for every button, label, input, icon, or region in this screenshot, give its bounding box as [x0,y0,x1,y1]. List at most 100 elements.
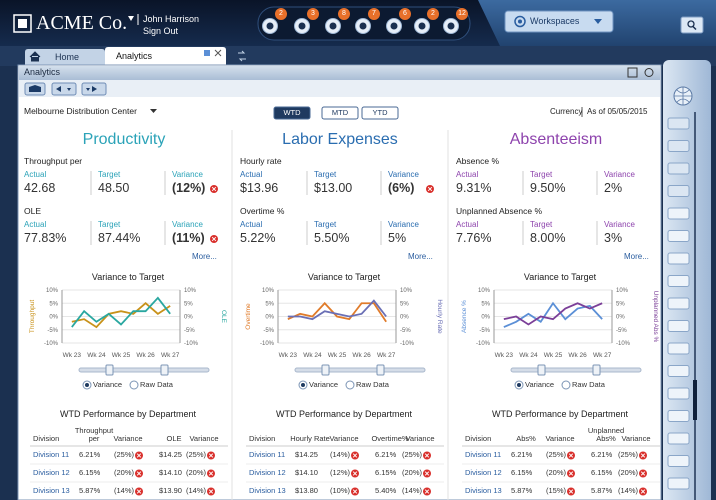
more-link[interactable]: More... [624,252,649,261]
division-link[interactable]: Division 12 [249,468,286,477]
slider-thumb[interactable] [160,364,169,376]
division-link[interactable]: Division 12 [33,468,70,477]
series-line [503,302,603,326]
panel-settings[interactable] [644,68,654,77]
tab-label[interactable]: Analytics [116,51,153,61]
period-button[interactable] [273,106,311,120]
table-cell: (15%) [546,486,567,495]
radio[interactable] [561,380,571,390]
period-button[interactable] [361,106,399,120]
table-header: Variance [545,434,575,444]
tab-close[interactable] [214,49,222,57]
toolbar-icon [266,22,274,30]
metric-value: $13.96 [240,181,279,195]
sidebar-button[interactable] [667,207,690,220]
toolbar-icon [29,85,97,92]
sidebar-button[interactable] [667,320,690,332]
x-tick-label: Wk 27 [161,352,180,359]
table-header: Overtime% [371,434,409,444]
division-link[interactable]: Division 13 [33,486,70,495]
toolbar [19,80,660,97]
x-tick-label: Wk 27 [377,352,396,359]
sidebar-button[interactable] [667,477,690,490]
sidebar-button[interactable] [667,162,690,175]
slider-thumb[interactable] [376,364,385,376]
sidebar-button[interactable] [667,387,690,400]
period-label[interactable]: WTD [283,108,301,117]
division-link[interactable]: Division 11 [249,450,286,459]
sidebar-button[interactable] [667,410,690,422]
sidebar-button[interactable] [667,342,690,355]
division-link[interactable]: Division 13 [465,486,502,495]
period-label[interactable]: MTD [331,108,349,117]
currency[interactable]: Currency [550,107,583,116]
period-button[interactable] [321,106,359,120]
table-header: Variance [621,434,651,444]
swap-icon[interactable] [238,50,246,62]
radio[interactable] [345,380,355,390]
tab-label[interactable]: Home [55,52,80,62]
alert-icon [640,489,646,494]
table-cell: (12%) [330,468,351,477]
toolbar-button[interactable] [51,82,77,96]
radio-label[interactable]: Variance [525,380,555,389]
range-slider[interactable] [78,367,210,373]
division-link[interactable]: Division 11 [465,450,502,459]
series-line [287,299,387,321]
sidebar-button[interactable] [667,252,690,265]
home-tab[interactable] [25,49,105,66]
table-cell: (25%) [114,450,135,459]
division-link[interactable]: Division 12 [465,468,502,477]
slider-thumb[interactable] [321,364,330,376]
user-menu-arrow[interactable] [128,16,134,21]
table-cell: (25%) [186,450,207,459]
metric-value: 42.68 [24,181,56,195]
table-cell: 5.87% [591,486,613,495]
toolbar-icon [298,22,306,30]
search-button[interactable] [680,16,704,34]
panel-button[interactable] [627,67,638,78]
more-link[interactable]: More... [192,252,217,261]
location[interactable]: Melbourne Distribution Center [24,106,137,116]
workspaces-dropdown[interactable] [504,10,614,33]
alert-icon [136,489,142,494]
sign-out[interactable]: Sign Out [143,26,179,36]
workspaces-label[interactable]: Workspaces [530,16,580,26]
analytics-tab[interactable] [105,47,226,66]
radio-label[interactable]: Raw Data [140,380,173,389]
radio[interactable] [129,380,139,390]
metric-value: (11%) [172,231,205,245]
period-label[interactable]: YTD [372,108,388,117]
sidebar-button[interactable] [667,140,690,152]
sidebar-button[interactable] [667,432,690,445]
slider-thumb[interactable] [592,364,601,376]
table-cell: (25%) [402,450,423,459]
sidebar-button[interactable] [667,365,690,377]
radio-label[interactable]: Raw Data [572,380,605,389]
series-line [71,296,171,328]
radio-label[interactable]: Variance [93,380,123,389]
alert-icon [136,471,142,476]
sidebar-button[interactable] [667,117,690,130]
range-slider[interactable] [294,367,426,373]
location-dropdown[interactable] [150,109,157,113]
radio-label[interactable]: Raw Data [356,380,389,389]
division-link[interactable]: Division 11 [33,450,70,459]
radio-label[interactable]: Variance [309,380,339,389]
slider-thumb[interactable] [105,364,114,376]
sidebar-button[interactable] [667,275,690,287]
slider-thumb[interactable] [537,364,546,376]
toolbar-icon [390,22,398,30]
metric-value: 9.50% [530,181,566,195]
tab-icon[interactable] [204,50,210,56]
sidebar-button[interactable] [667,455,690,467]
x-tick-label: Wk 23 [279,352,298,359]
sidebar-button[interactable] [667,230,690,242]
range-slider[interactable] [510,367,642,373]
more-link[interactable]: More... [408,252,433,261]
alert-icon [424,453,430,458]
sidebar-button[interactable] [667,297,690,310]
division-link[interactable]: Division 13 [249,486,286,495]
scroll-thumb[interactable] [693,380,697,420]
sidebar-button[interactable] [667,185,690,197]
